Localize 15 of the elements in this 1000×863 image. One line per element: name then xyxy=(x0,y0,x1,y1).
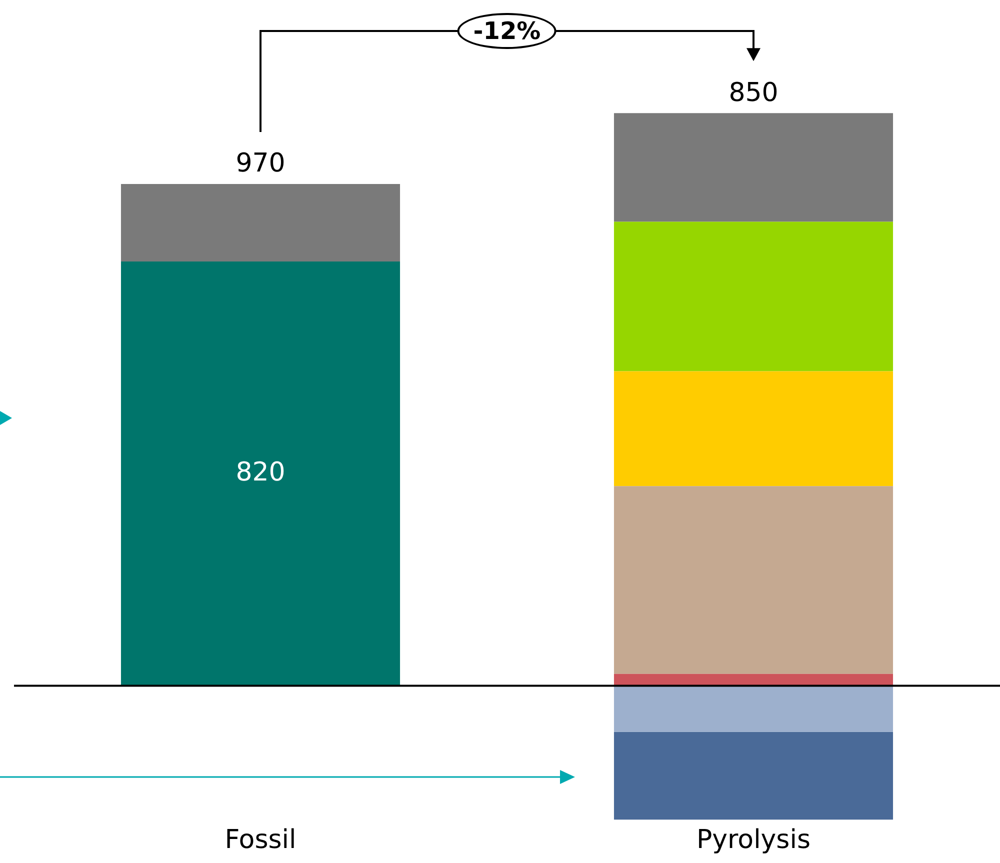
bar xyxy=(614,113,894,222)
data-label: 820 xyxy=(236,457,286,488)
bar xyxy=(120,262,400,686)
bar xyxy=(614,732,894,820)
text: -12% xyxy=(457,13,557,49)
bar xyxy=(614,486,894,674)
bar xyxy=(120,184,400,262)
total-label: 850 xyxy=(728,78,778,108)
bar xyxy=(614,222,894,372)
bar xyxy=(614,371,894,486)
x-tick-label: Fossil xyxy=(224,825,296,856)
x-tick-label: Pyrolysis xyxy=(696,825,811,856)
bar xyxy=(614,686,894,732)
bar xyxy=(614,674,894,686)
total-label: 970 xyxy=(236,148,286,179)
